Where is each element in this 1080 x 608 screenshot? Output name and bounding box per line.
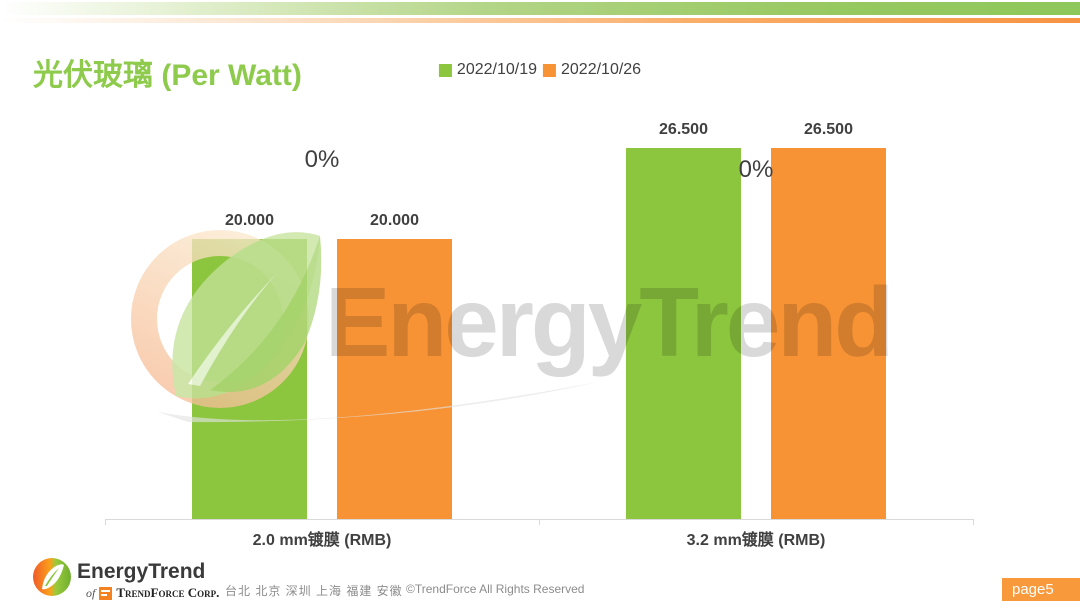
bar-value-label: 26.500	[659, 121, 708, 138]
bar-2022/10/26-3.2 mm镀膜 (RMB)	[771, 148, 886, 519]
category-label: 3.2 mm镀膜 (RMB)	[686, 532, 826, 549]
footer-of-label: of	[86, 585, 96, 600]
legend-label: 2022/10/19	[456, 61, 537, 78]
legend-label: 2022/10/26	[561, 61, 642, 78]
footer-copyright: ©TrendForce All Rights Reserved	[406, 582, 585, 596]
change-percent-label: 0%	[738, 156, 774, 183]
change-percent-label: 0%	[304, 146, 340, 173]
legend-swatch-orange	[543, 63, 556, 77]
legend-item-2022-10-19: 2022/10/19	[438, 61, 537, 79]
energytrend-leaf-watermark-icon	[131, 230, 598, 423]
footer-brand-name: EnergyTrend	[77, 560, 206, 583]
legend-item-2022-10-26: 2022/10/26	[543, 61, 641, 79]
top-green-band	[0, 2, 1080, 15]
bar-2022/10/19-3.2 mm镀膜 (RMB)	[626, 148, 741, 519]
page-number-badge: page5	[1002, 578, 1080, 601]
footer-cities: 台北 北京 深圳 上海 福建 安徽	[225, 584, 403, 598]
x-axis-line	[105, 519, 973, 520]
energytrend-logo-icon	[33, 558, 71, 596]
bar-value-label: 26.500	[804, 121, 853, 138]
chart-legend: 2022/10/19 2022/10/26	[438, 61, 641, 79]
bar-2022/10/26-2.0 mm镀膜 (RMB)	[337, 239, 452, 519]
footer-brand-subline: of TrendForce Corp.	[86, 585, 219, 601]
x-axis-tick	[105, 519, 106, 525]
category-label: 2.0 mm镀膜 (RMB)	[252, 532, 392, 549]
trendforce-corp-label: TrendForce Corp.	[116, 585, 220, 600]
x-axis-tick	[973, 519, 974, 525]
top-orange-line	[0, 18, 1080, 23]
legend-swatch-green	[438, 63, 452, 77]
bar-value-label: 20.000	[225, 212, 274, 229]
page-title: 光伏玻璃 (Per Watt)	[33, 59, 302, 92]
trendforce-mini-logo-icon	[99, 586, 113, 600]
energytrend-watermark-text: EnergyTrend	[325, 267, 894, 377]
x-axis-tick	[539, 519, 540, 525]
bar-value-label: 20.000	[370, 212, 419, 229]
